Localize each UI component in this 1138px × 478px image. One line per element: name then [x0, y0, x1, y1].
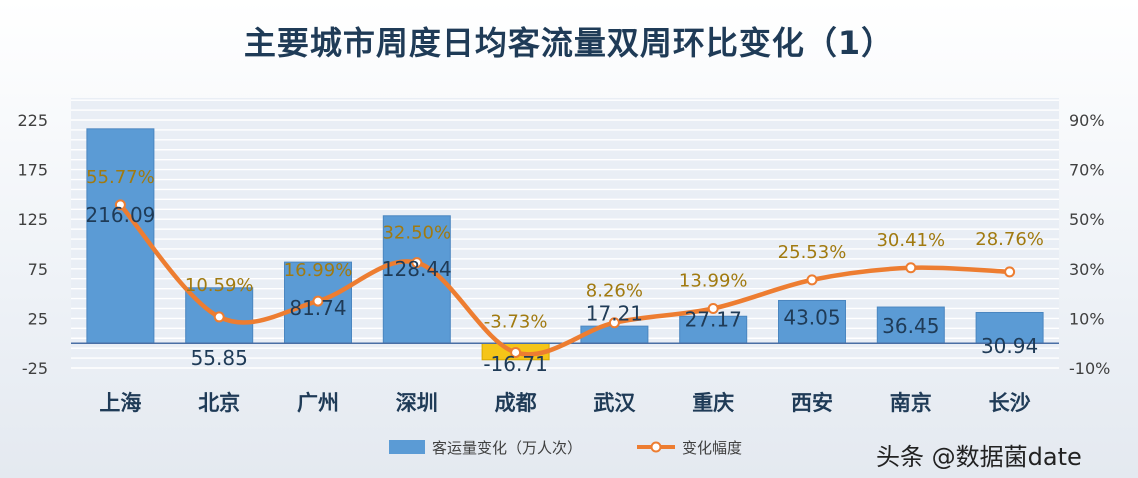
line-data-label: 16.99%	[284, 260, 353, 281]
bar-data-label: -16.71	[483, 352, 547, 376]
legend-bar-swatch	[389, 440, 425, 454]
line-marker-2	[213, 311, 225, 323]
x-axis-tick: 重庆	[692, 391, 734, 415]
bar-data-label: 17.21	[586, 302, 643, 326]
x-axis-tick: 广州	[297, 391, 339, 415]
x-axis-tick: 西安	[791, 391, 833, 415]
legend-bar-label: 客运量变化（万人次）	[432, 439, 582, 457]
line-data-label: 32.50%	[382, 223, 451, 244]
bar-10	[975, 312, 1044, 344]
x-axis-tick: 南京	[890, 391, 932, 415]
legend-line-marker	[650, 441, 662, 453]
bar-data-label: 55.85	[191, 346, 248, 370]
left-axis-tick: 125	[17, 210, 48, 229]
bar-6	[580, 325, 649, 344]
right-axis-tick: 50%	[1069, 210, 1105, 229]
bar-data-label: 43.05	[783, 305, 840, 329]
change-rate-line	[118, 202, 1012, 357]
bar-data-label: 27.17	[685, 308, 742, 332]
line-data-label: 8.26%	[586, 281, 643, 302]
left-axis-tick: 175	[17, 161, 48, 180]
right-axis-tick: 90%	[1069, 111, 1105, 130]
x-axis-tick: 深圳	[396, 391, 438, 415]
right-axis-tick: -10%	[1069, 359, 1110, 378]
left-axis-tick: 225	[17, 111, 48, 130]
watermark: 头条 @数据菌date	[876, 443, 1082, 471]
x-axis-tick: 北京	[198, 391, 240, 415]
bar-8	[778, 299, 846, 344]
legend-line-label: 变化幅度	[682, 439, 742, 457]
bar-data-label: 30.94	[981, 334, 1038, 358]
line-data-label: 28.76%	[975, 229, 1044, 250]
left-axis-tick: 75	[28, 260, 48, 279]
right-axis-tick: 30%	[1069, 260, 1105, 279]
line-marker-8	[806, 274, 818, 286]
line-marker-3	[312, 295, 324, 307]
line-marker-7	[707, 303, 719, 315]
line-marker-9	[905, 262, 917, 274]
line-data-label: 25.53%	[778, 242, 847, 263]
bar-9	[876, 306, 945, 344]
left-axis-tick: -25	[22, 359, 48, 378]
bar-data-label: 36.45	[882, 314, 939, 338]
bar-7	[679, 315, 748, 344]
line-marker-4	[411, 257, 423, 269]
right-axis-tick: 70%	[1069, 161, 1105, 180]
line-marker-10	[1004, 266, 1016, 278]
left-axis-tick: 25	[28, 309, 48, 328]
x-axis-tick: 上海	[99, 391, 141, 415]
bar-data-label: 81.74	[289, 296, 346, 320]
line-marker-1	[114, 199, 126, 211]
line-marker-5	[510, 346, 522, 358]
line-data-label: 13.99%	[679, 271, 748, 292]
chart-title: 主要城市周度日均客流量双周环比变化（1）	[243, 24, 895, 62]
line-data-label: 10.59%	[185, 275, 254, 296]
line-data-label: 55.77%	[86, 167, 155, 188]
x-axis-tick: 成都	[495, 391, 537, 415]
right-axis-tick: 10%	[1069, 309, 1105, 328]
x-axis-tick: 长沙	[989, 391, 1031, 415]
line-marker-6	[608, 317, 620, 329]
x-axis-tick: 武汉	[593, 391, 636, 415]
bar-data-label: 128.44	[382, 257, 452, 281]
line-data-label: -3.73%	[484, 311, 548, 332]
line-data-label: 30.41%	[876, 230, 945, 251]
bar-data-label: 216.09	[85, 203, 155, 227]
